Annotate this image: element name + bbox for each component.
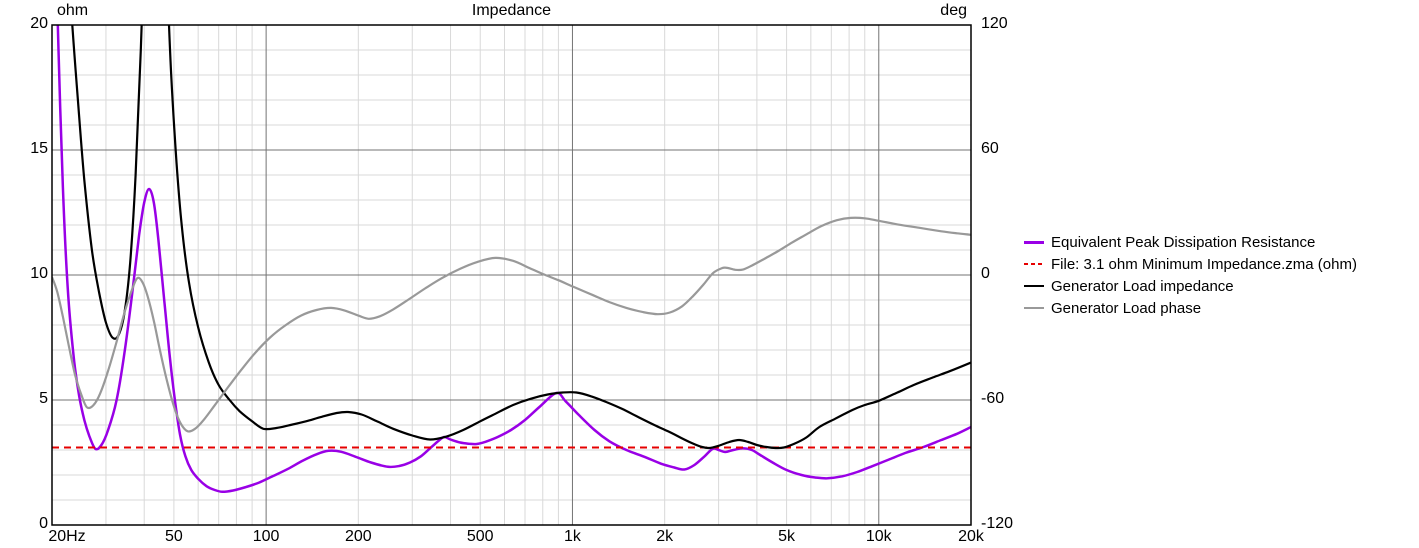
left-axis-unit-label: ohm bbox=[57, 2, 89, 19]
legend-label-file-3-1-ohm-minimum-impedance-zma-ohm: File: 3.1 ohm Minimum Impedance.zma (ohm… bbox=[1051, 255, 1357, 273]
right-axis-tick-60: 60 bbox=[981, 140, 999, 157]
legend-label-generator-load-impedance: Generator Load impedance bbox=[1051, 277, 1234, 295]
x-axis-tick-200: 200 bbox=[344, 528, 372, 545]
legend-swatch-file-3-1-ohm-minimum-impedance-zma-ohm bbox=[1024, 263, 1044, 265]
right-axis-unit-label: deg bbox=[940, 2, 967, 19]
series-equivalent-peak-dissipation-resistance bbox=[56, 25, 971, 494]
x-axis-tick-10k: 10k bbox=[865, 528, 892, 545]
chart-title: Impedance bbox=[471, 2, 552, 19]
legend-row-file-3-1-ohm-minimum-impedance-zma-ohm: File: 3.1 ohm Minimum Impedance.zma (ohm… bbox=[1024, 253, 1357, 275]
x-axis-tick-50: 50 bbox=[164, 528, 183, 545]
right-axis-tick-0: 0 bbox=[981, 265, 990, 282]
x-axis-tick-20k: 20k bbox=[958, 528, 984, 545]
x-axis-tick-1k: 1k bbox=[563, 528, 581, 545]
x-axis-tick-20Hz: 20Hz bbox=[48, 528, 86, 545]
right-axis-tick-120: 120 bbox=[981, 15, 1008, 32]
left-axis-tick-0: 0 bbox=[39, 515, 48, 532]
legend: Equivalent Peak Dissipation Resistance Fi… bbox=[1024, 231, 1357, 319]
x-axis-tick-500: 500 bbox=[466, 528, 494, 545]
series-generator-load-impedance bbox=[71, 25, 971, 450]
legend-row-generator-load-phase: Generator Load phase bbox=[1024, 297, 1357, 319]
legend-label-generator-load-phase: Generator Load phase bbox=[1051, 299, 1202, 317]
right-axis-tick--120: -120 bbox=[981, 515, 1014, 532]
legend-label-equivalent-peak-dissipation-resistance: Equivalent Peak Dissipation Resistance bbox=[1051, 233, 1316, 251]
right-axis-tick--60: -60 bbox=[981, 390, 1005, 407]
left-axis-tick-20: 20 bbox=[30, 15, 48, 32]
legend-swatch-generator-load-phase bbox=[1024, 307, 1044, 309]
legend-swatch-generator-load-impedance bbox=[1024, 285, 1044, 287]
plot-border bbox=[51, 24, 972, 526]
left-axis-tick-10: 10 bbox=[30, 265, 48, 282]
left-axis-tick-5: 5 bbox=[39, 390, 48, 407]
legend-row-generator-load-impedance: Generator Load impedance bbox=[1024, 275, 1357, 297]
x-axis-tick-2k: 2k bbox=[656, 528, 674, 545]
legend-row-equivalent-peak-dissipation-resistance: Equivalent Peak Dissipation Resistance bbox=[1024, 231, 1357, 253]
legend-swatch-equivalent-peak-dissipation-resistance bbox=[1024, 240, 1044, 244]
x-axis-tick-5k: 5k bbox=[778, 528, 796, 545]
series-generator-load-phase bbox=[52, 216, 971, 433]
left-axis-tick-15: 15 bbox=[30, 140, 48, 157]
x-axis-tick-100: 100 bbox=[252, 528, 280, 545]
